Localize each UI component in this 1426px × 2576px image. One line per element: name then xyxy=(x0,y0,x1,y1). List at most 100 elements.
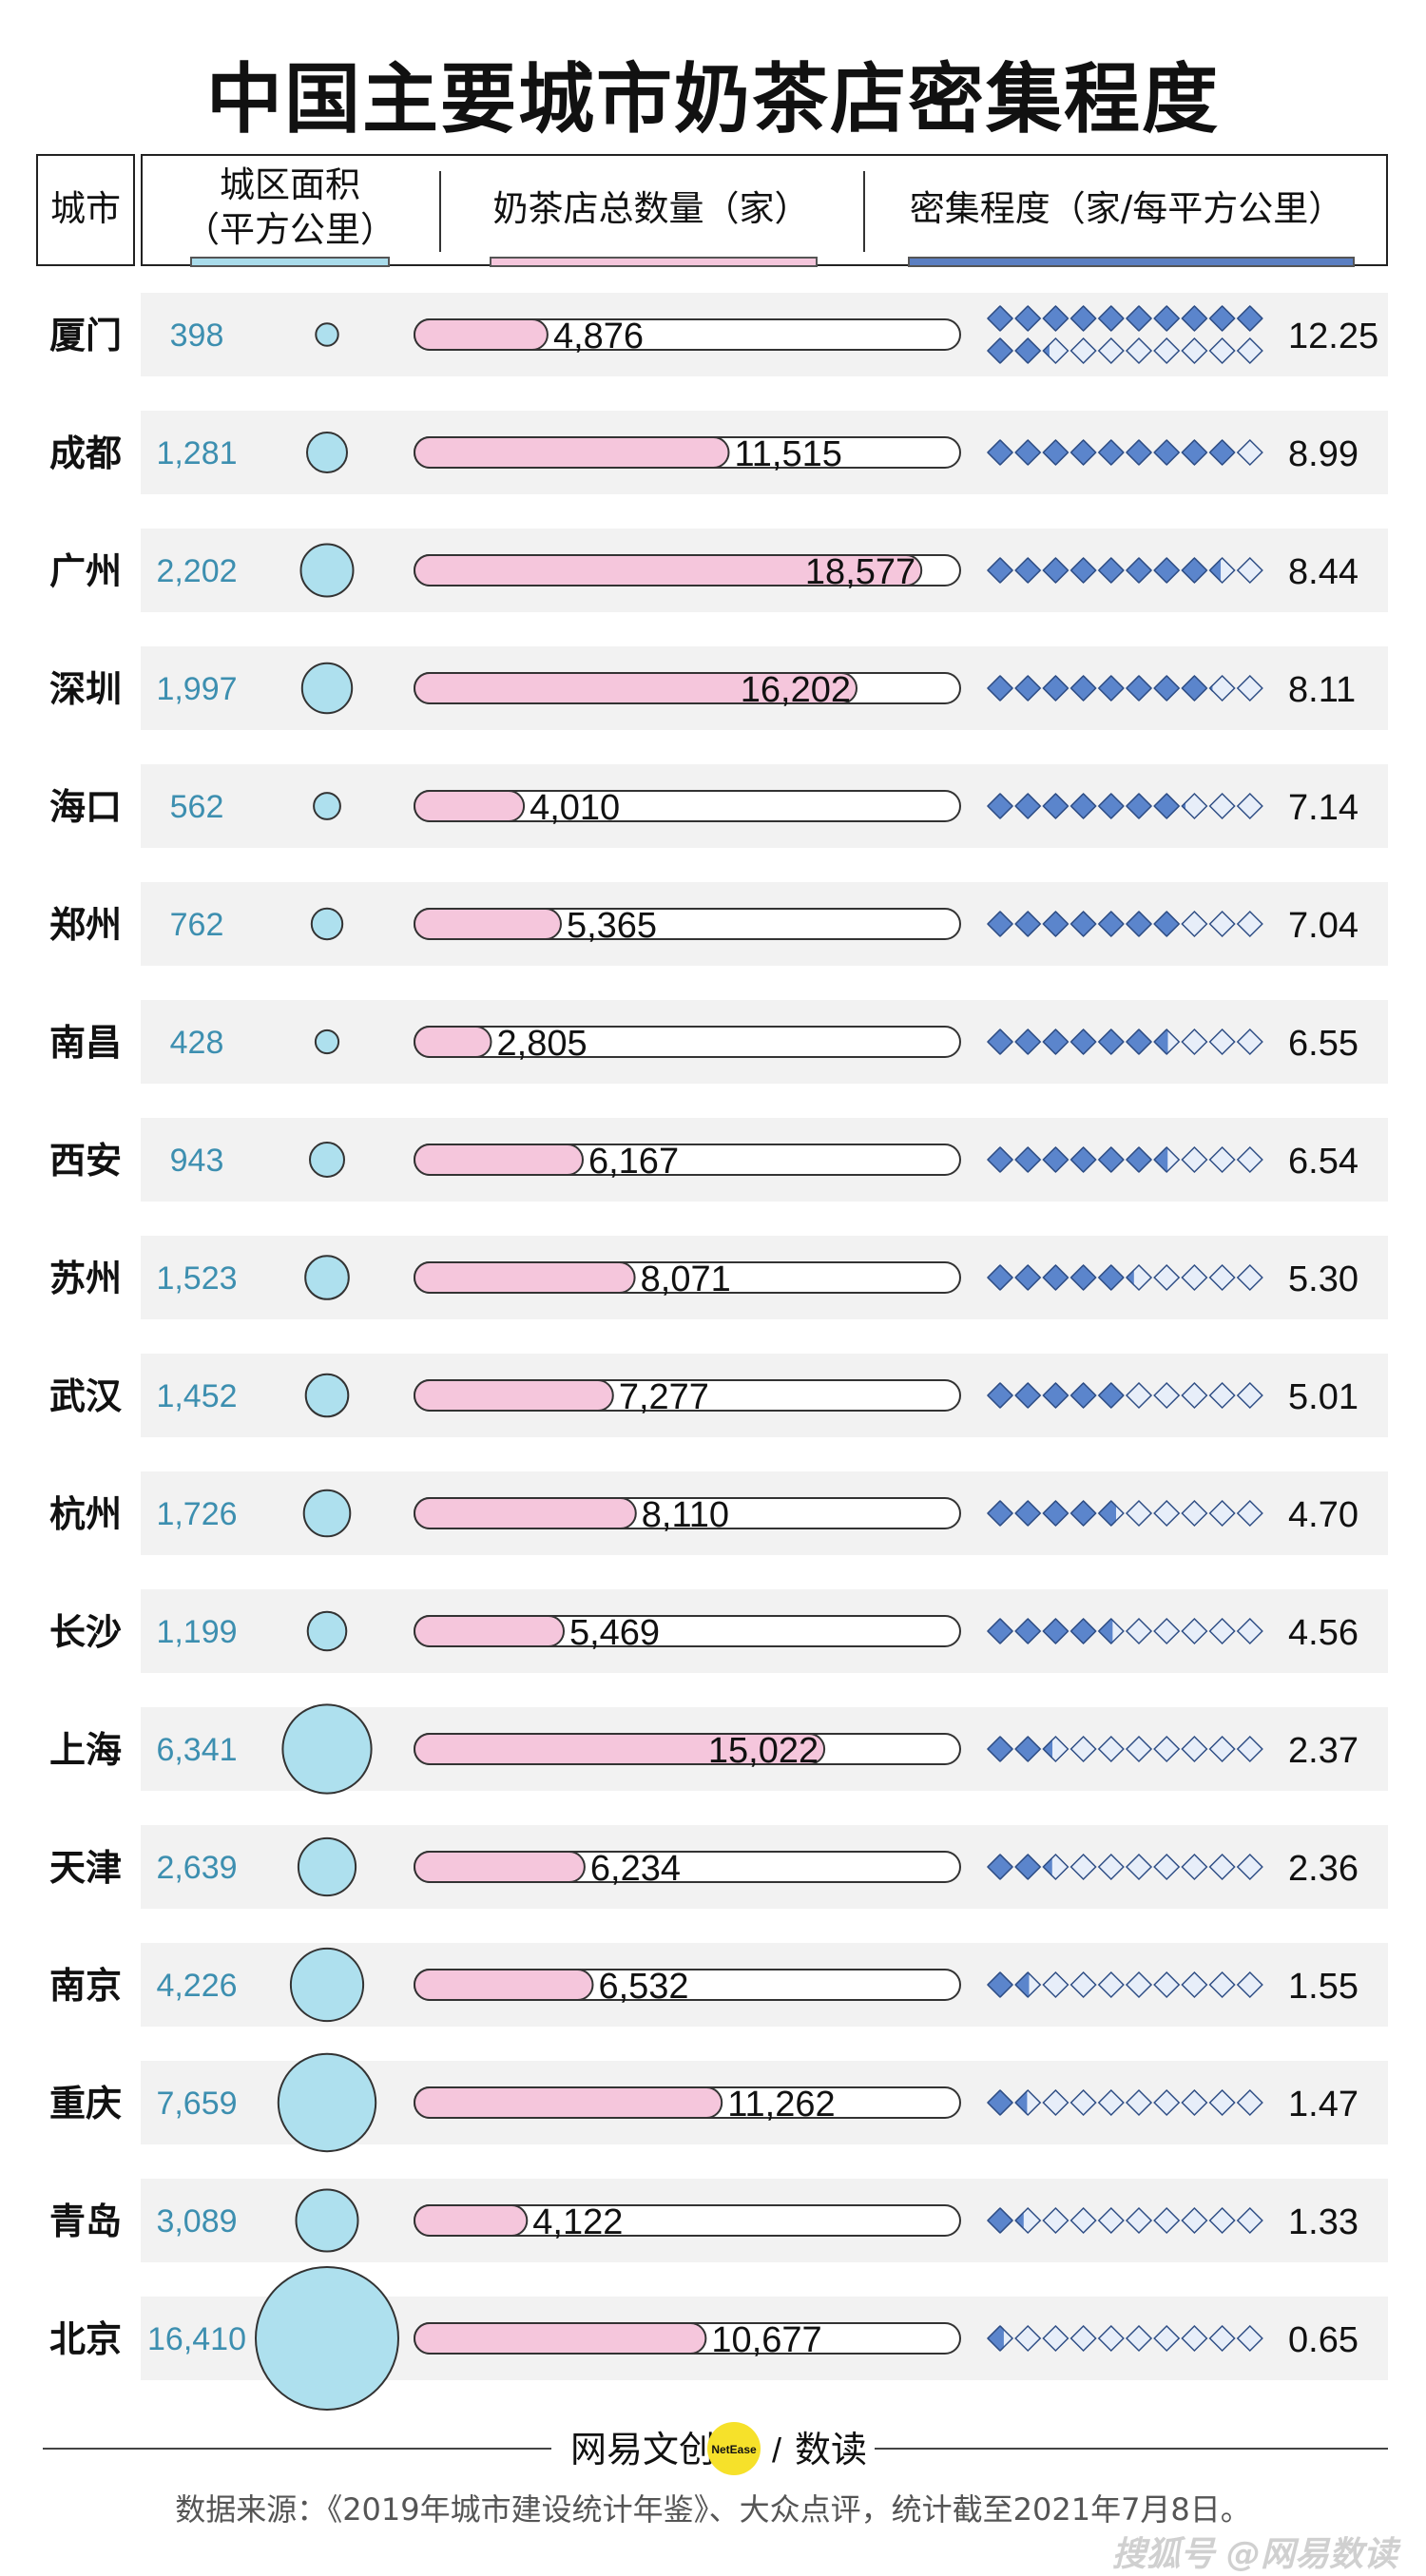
density-diamond xyxy=(1070,1383,1096,1408)
area-label: 16,410 xyxy=(147,2321,246,2357)
density-diamond-empty xyxy=(1153,1499,1181,1528)
city-label: 海口 xyxy=(49,786,122,828)
header-area-label-line1: 城区面积 xyxy=(220,164,360,205)
table-row: 重庆 7,659 11,262 1.47 xyxy=(49,2052,1388,2153)
count-label: 18,577 xyxy=(805,552,915,592)
area-circle xyxy=(295,2188,359,2253)
density-diamond-empty xyxy=(1070,336,1097,365)
density-diamond-empty xyxy=(1097,1853,1125,1881)
city-label: 苏州 xyxy=(49,1258,122,1299)
density-diamond xyxy=(988,676,1012,701)
page-title: 中国主要城市奶茶店密集程度 xyxy=(206,55,1220,144)
density-diamond-empty xyxy=(1125,1617,1153,1645)
density-diamond xyxy=(1043,558,1069,583)
density-label: 2.37 xyxy=(1288,1731,1359,1771)
density-diamond xyxy=(1154,558,1180,583)
density-diamond-empty xyxy=(1125,2206,1153,2235)
area-circle xyxy=(315,322,339,347)
density-label: 8.11 xyxy=(1288,670,1356,710)
count-label: 7,277 xyxy=(619,1377,709,1417)
density-diamond-empty xyxy=(1236,2206,1263,2235)
count-bar xyxy=(414,1733,826,1765)
city-label: 武汉 xyxy=(49,1375,123,1417)
count-label: 8,110 xyxy=(642,1495,729,1535)
density-diamond xyxy=(1070,306,1096,331)
density-diamond xyxy=(988,2326,1004,2351)
density-diamond-empty xyxy=(1097,1970,1125,1999)
density-diamond xyxy=(1015,1737,1041,1761)
count-bar xyxy=(414,908,562,940)
density-diamond-empty xyxy=(1042,2324,1070,2353)
area-label: 428 xyxy=(170,1025,224,1061)
density-diamond-empty xyxy=(1042,2088,1070,2117)
density-diamond-empty xyxy=(1125,1381,1153,1410)
area-circle xyxy=(306,1610,348,1652)
density-diamond-empty xyxy=(1153,1381,1181,1410)
header-main-box xyxy=(141,154,1388,266)
density-label: 1.55 xyxy=(1288,1967,1359,2007)
city-label: 深圳 xyxy=(49,668,122,710)
area-circle xyxy=(277,2052,377,2153)
density-diamond xyxy=(1043,1265,1069,1290)
city-label: 广州 xyxy=(49,550,122,592)
density-diamond-empty xyxy=(1208,2324,1236,2353)
brand-logo: 网易文创 NetEase / 数读 xyxy=(570,2422,867,2475)
density-diamond-empty xyxy=(1181,1499,1208,1528)
city-label: 长沙 xyxy=(49,1611,122,1653)
density-diamond xyxy=(1127,306,1151,331)
density-diamond-empty xyxy=(1153,336,1181,365)
density-diamond-empty xyxy=(1236,910,1263,938)
area-label: 4,226 xyxy=(156,1968,237,2004)
density-diamond-empty xyxy=(1208,792,1236,820)
density-diamond xyxy=(988,1147,1012,1172)
table-row: 西安 943 6,167 6.54 xyxy=(49,1118,1388,1201)
count-bar xyxy=(414,2204,529,2237)
count-bar xyxy=(414,554,923,586)
area-label: 2,639 xyxy=(156,1850,237,1886)
density-diamond-empty xyxy=(1042,1970,1070,1999)
density-diamond-empty xyxy=(1181,1145,1208,1174)
density-diamond-empty xyxy=(1153,2324,1181,2353)
data-source-note: 数据来源：《2019年城市建设统计年鉴》、大众点评，统计截至2021年7月8日。 xyxy=(175,2491,1251,2528)
city-label: 重庆 xyxy=(49,2083,122,2124)
density-diamond xyxy=(988,1265,1012,1290)
density-diamond-empty xyxy=(1153,1735,1181,1763)
area-label: 3,089 xyxy=(156,2203,237,2240)
area-circle xyxy=(304,1373,350,1418)
density-diamond xyxy=(1154,306,1180,331)
count-label: 6,234 xyxy=(590,1849,681,1889)
density-diamond-empty xyxy=(1070,1970,1097,1999)
count-label: 8,071 xyxy=(641,1259,731,1299)
density-diamond xyxy=(1127,440,1151,465)
table-row: 南京 4,226 6,532 1.55 xyxy=(49,1943,1388,2027)
footer-rule-right xyxy=(875,2448,1388,2450)
density-diamond xyxy=(1015,306,1041,331)
table-row: 海口 562 4,010 7.14 xyxy=(49,764,1388,848)
density-diamond-empty xyxy=(1181,1970,1208,1999)
density-diamond xyxy=(1182,921,1184,927)
density-label: 4.70 xyxy=(1288,1495,1359,1535)
density-diamond xyxy=(1182,801,1186,811)
header-count-underline xyxy=(490,257,818,267)
density-diamond xyxy=(1098,1501,1117,1526)
brand-badge-circle xyxy=(707,2422,761,2475)
density-diamond xyxy=(1098,676,1124,701)
density-diamond xyxy=(1015,338,1041,363)
density-diamond xyxy=(1154,440,1180,465)
density-diamond xyxy=(1127,1029,1151,1054)
city-label: 上海 xyxy=(49,1729,122,1771)
density-diamond xyxy=(1127,1269,1134,1286)
density-diamond-empty xyxy=(1097,336,1125,365)
density-label: 0.65 xyxy=(1288,2320,1359,2360)
density-diamond-empty xyxy=(1208,1499,1236,1528)
density-diamond-empty xyxy=(1125,1499,1153,1528)
density-diamond xyxy=(1098,1029,1124,1054)
area-label: 1,452 xyxy=(156,1378,237,1414)
density-diamond-empty xyxy=(1097,1735,1125,1763)
density-diamond xyxy=(988,1383,1012,1408)
density-diamond-empty xyxy=(1236,2324,1263,2353)
density-diamond xyxy=(1127,1383,1151,1408)
density-diamond xyxy=(988,794,1012,818)
density-diamond xyxy=(1070,440,1096,465)
